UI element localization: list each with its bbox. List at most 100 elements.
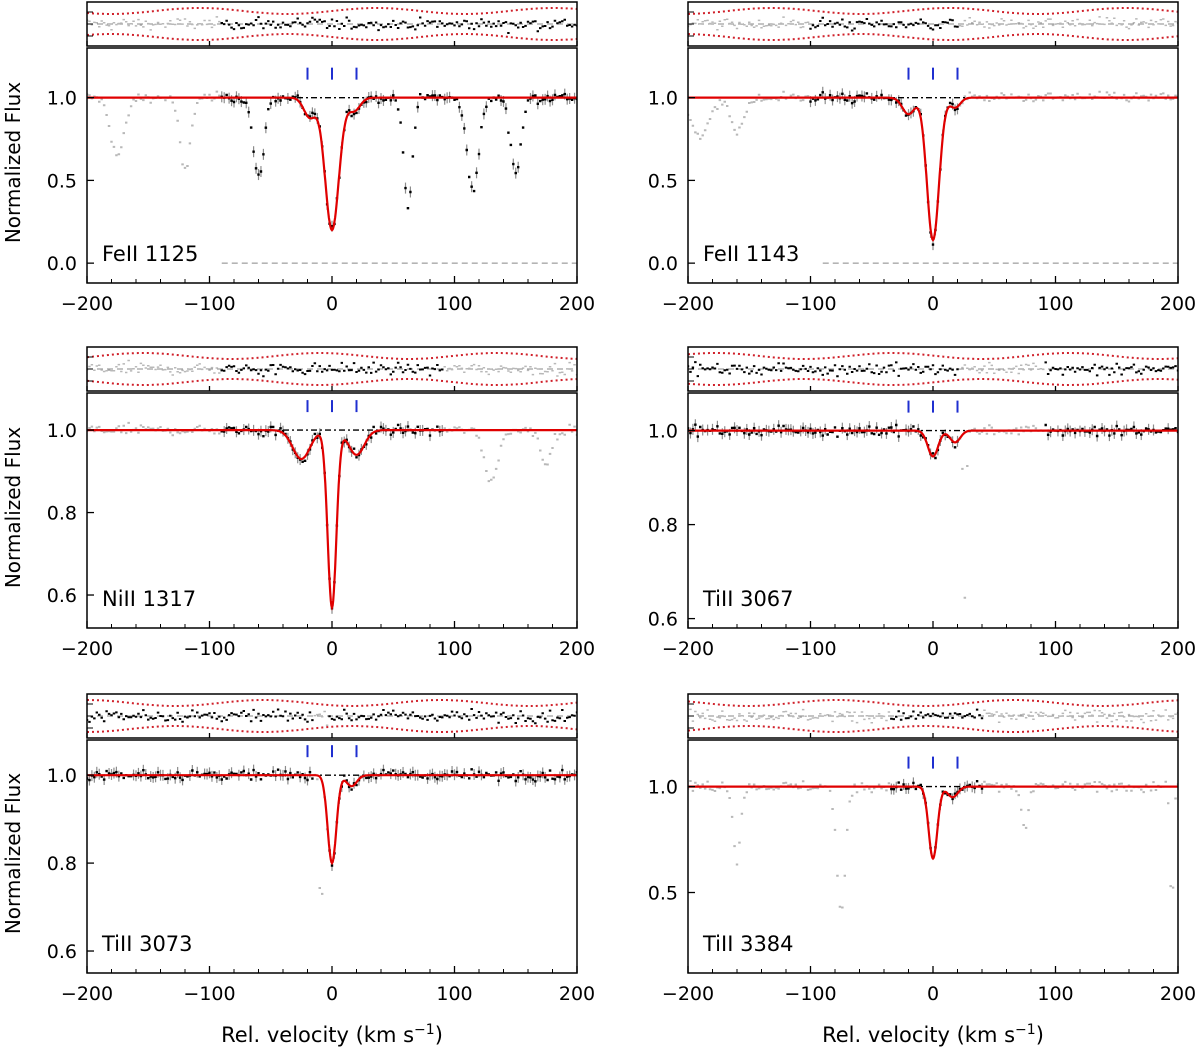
residual-masked [87, 359, 577, 377]
x-tick-label: −100 [784, 983, 836, 1005]
x-tick-label: 200 [559, 293, 595, 315]
y-tick-label: 1.0 [648, 421, 678, 443]
residual-fitted [890, 708, 984, 721]
main-plot [688, 400, 1178, 599]
svg-text:Rel. velocity (km s−1): Rel. velocity (km s−1) [221, 1022, 443, 1047]
x-axis-title-left-close: ) [435, 1023, 443, 1047]
masked-spectrum [87, 421, 577, 483]
residual-band-lower [688, 725, 1178, 733]
panel-top-right: −200 −100 0 100 200 0.0 0.5 1.0 FeII 1143 [648, 1, 1196, 315]
residual-strip [688, 352, 1178, 386]
x-tick-label: 200 [1160, 638, 1196, 660]
line-label: TiII 3384 [702, 932, 794, 956]
y-tick-label: 0.8 [47, 503, 77, 525]
panel-middle-right: −200 −100 0 100 200 0.6 0.8 1.0 TiII 3067 [648, 346, 1196, 660]
y-tick-label: 0.0 [47, 253, 77, 275]
residual-masked [688, 16, 1178, 31]
x-tick-label: 100 [436, 293, 472, 315]
panel-bottom-right: −200 −100 0 100 200 0.5 1.0 TiII 3384 [648, 693, 1196, 1005]
x-tick-label: −200 [662, 638, 714, 660]
y-axis-title: Normalized Flux [1, 82, 25, 244]
x-axis-title-left-sup: −1 [414, 1022, 435, 1038]
residual-band-lower [87, 33, 577, 41]
x-tick-label: −200 [61, 293, 113, 315]
residual-strip [688, 699, 1178, 733]
panel-middle-left: −200 −100 0 100 200 0.6 0.8 1.0 NiII 1317 Normali… [1, 346, 595, 660]
x-tick-label: −100 [183, 983, 235, 1005]
main-plot [87, 400, 577, 614]
panel-bottom-left: −200 −100 0 100 200 0.6 0.8 1.0 TiII 3073 Normali… [1, 693, 595, 1005]
residual-masked [958, 361, 1045, 375]
x-tick-label: 0 [927, 983, 939, 1005]
main-plot [87, 745, 577, 895]
y-tick-label: 0.6 [47, 941, 77, 963]
residual-band-lower [87, 725, 577, 733]
residual-band-upper [87, 7, 577, 15]
x-tick-label: −200 [61, 983, 113, 1005]
x-tick-label: −200 [662, 293, 714, 315]
residual-fitted [688, 361, 1178, 378]
residual-fitted [220, 16, 577, 34]
masked-spectrum [958, 424, 1045, 599]
y-tick-label: 1.0 [47, 88, 77, 110]
masked-spectrum [313, 773, 329, 895]
x-tick-label: 200 [1160, 293, 1196, 315]
y-tick-label: 0.6 [47, 585, 77, 607]
y-tick-label: 0.5 [648, 883, 678, 905]
model-fit [87, 96, 577, 232]
x-tick-label: 0 [326, 983, 338, 1005]
panel-top-left: −200 −100 0 100 200 0.0 0.5 1.0 FeII 1125 Normali… [1, 1, 595, 315]
line-label: FeII 1125 [102, 242, 198, 266]
residual-masked [313, 710, 329, 726]
residual-fitted [220, 361, 444, 378]
main-plot [688, 67, 1178, 264]
residual-band-upper [688, 352, 1178, 360]
panels-layer: −200 −100 0 100 200 0.0 0.5 1.0 FeII 1125 Normali… [1, 1, 1196, 1005]
line-label: FeII 1143 [703, 242, 799, 266]
fitted-spectrum [220, 92, 577, 228]
masked-spectrum [87, 90, 221, 169]
x-tick-label: 200 [559, 638, 595, 660]
x-tick-label: −100 [183, 638, 235, 660]
residual-band-upper [688, 699, 1178, 707]
x-tick-label: 100 [1037, 293, 1073, 315]
model-fit [688, 785, 1178, 861]
x-tick-label: 0 [326, 638, 338, 660]
x-tick-label: 200 [1160, 983, 1196, 1005]
fitted-spectrum [87, 768, 577, 867]
x-tick-label: 100 [436, 983, 472, 1005]
fitted-spectrum [220, 423, 444, 610]
error-bars [87, 764, 577, 871]
y-tick-label: 1.0 [648, 777, 678, 799]
y-axis-title: Normalized Flux [1, 427, 25, 589]
model-fit [87, 429, 577, 611]
residual-strip [87, 699, 577, 733]
line-label: TiII 3073 [101, 932, 193, 956]
x-axis-title-right: Rel. velocity (km s [822, 1023, 1015, 1047]
main-plot [87, 67, 577, 264]
x-tick-label: −100 [183, 293, 235, 315]
x-axis-title-right-close: ) [1036, 1023, 1044, 1047]
x-tick-label: 0 [927, 638, 939, 660]
residual-band-upper [688, 7, 1178, 15]
y-tick-label: 0.6 [648, 609, 678, 631]
x-tick-label: 0 [326, 293, 338, 315]
x-axis-title: Rel. velocity (km s−1) Rel. velocity (km… [221, 1022, 1044, 1047]
residual-masked [688, 708, 1178, 724]
model-fit [688, 429, 1178, 458]
x-tick-label: 200 [559, 983, 595, 1005]
model-fit [87, 774, 577, 866]
x-tick-label: 100 [1037, 983, 1073, 1005]
svg-text:Rel. velocity (km s−1): Rel. velocity (km s−1) [822, 1022, 1044, 1047]
x-tick-label: 0 [927, 293, 939, 315]
residual-strip [87, 352, 577, 386]
residual-band-lower [688, 33, 1178, 41]
y-tick-label: 0.8 [648, 515, 678, 537]
residual-band-lower [688, 378, 1178, 386]
residual-strip [87, 7, 577, 41]
residual-masked [87, 16, 221, 31]
x-axis-title-left: Rel. velocity (km s [221, 1023, 414, 1047]
y-tick-label: 0.5 [648, 170, 678, 192]
x-tick-label: −200 [662, 983, 714, 1005]
y-tick-label: 1.0 [47, 765, 77, 787]
